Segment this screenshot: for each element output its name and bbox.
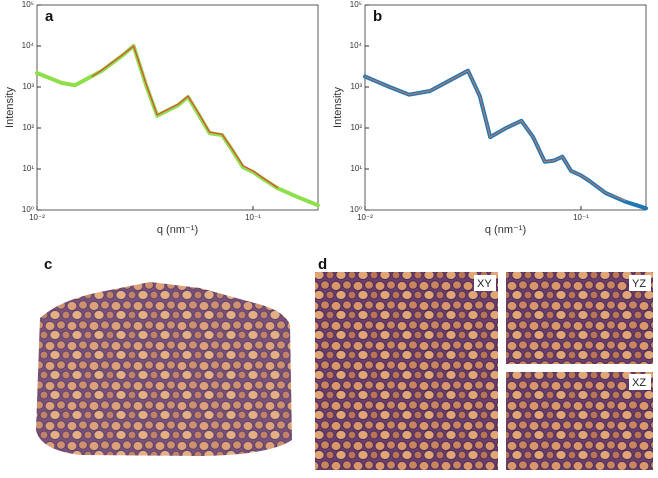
y-tick-label: 10² xyxy=(22,123,34,132)
panel-label: c xyxy=(44,256,52,273)
xy-slice xyxy=(315,272,498,470)
y-tick-label: 10⁴ xyxy=(22,41,35,50)
panel-label: a xyxy=(45,8,54,25)
x-axis-label: q (nm⁻¹) xyxy=(485,224,526,236)
y-axis-label: Intensity xyxy=(332,87,344,128)
y-tick-label: 10¹ xyxy=(22,164,34,173)
y-tick-label: 10¹ xyxy=(350,164,362,173)
plot-frame xyxy=(364,4,647,211)
yz-slice xyxy=(506,272,653,364)
x-tick-label: 10⁻¹ xyxy=(573,213,589,222)
label-box xyxy=(474,275,496,291)
y-tick-label: 10⁰ xyxy=(22,205,34,214)
x-tick-label: 10⁻¹ xyxy=(245,213,261,222)
panel-label: d xyxy=(318,256,327,273)
data-line xyxy=(35,44,320,208)
x-axis-label: q (nm⁻¹) xyxy=(157,224,198,236)
label-box xyxy=(629,275,651,291)
y-tick-label: 10² xyxy=(350,123,362,132)
view-label: YZ xyxy=(632,278,646,290)
panel-label: b xyxy=(373,8,382,25)
view-label: XY xyxy=(477,278,492,290)
y-tick-label: 10³ xyxy=(22,82,34,91)
label-box xyxy=(629,374,651,390)
xz-slice xyxy=(506,372,653,470)
data-line xyxy=(364,70,626,202)
y-tick-label: 10³ xyxy=(350,82,362,91)
y-tick-label: 10⁵ xyxy=(350,0,362,9)
y-tick-label: 10⁵ xyxy=(22,0,34,9)
data-line xyxy=(363,68,648,211)
x-tick-label: 10⁻² xyxy=(29,213,45,222)
y-tick-label: 10⁰ xyxy=(350,205,362,214)
y-axis-label: Intensity xyxy=(4,87,16,128)
y-tick-label: 10⁴ xyxy=(350,41,363,50)
volume-render xyxy=(36,282,292,456)
x-tick-label: 10⁻² xyxy=(357,213,373,222)
plot-frame xyxy=(36,4,319,211)
view-label: XZ xyxy=(632,377,646,389)
data-line xyxy=(91,45,279,189)
